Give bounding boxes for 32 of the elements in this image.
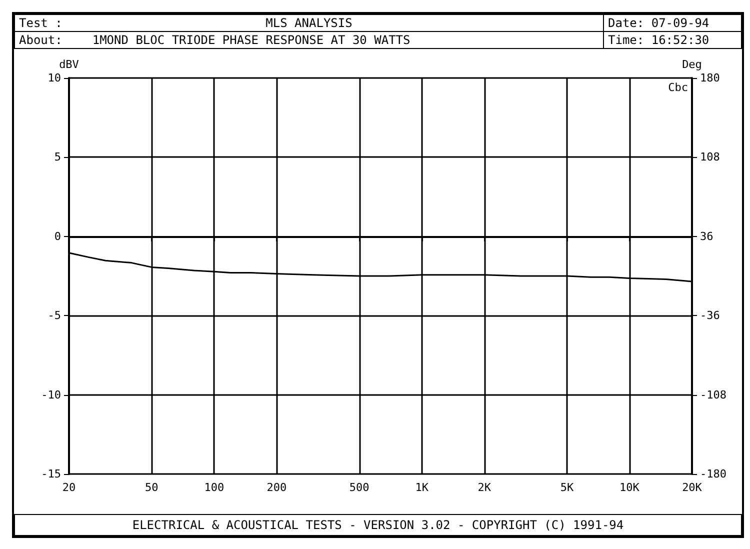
x-tick-label: 10K bbox=[620, 481, 640, 494]
x-tick-label: 500 bbox=[349, 481, 370, 494]
x-tick-label: 5K bbox=[560, 481, 574, 494]
y2-tick-label: -180 bbox=[700, 468, 726, 480]
y-tick-label: 0 bbox=[54, 230, 61, 243]
x-tick-label: 100 bbox=[204, 481, 224, 494]
x-tick-label: 2K bbox=[478, 481, 492, 494]
y-axis-title: dBV bbox=[59, 58, 80, 71]
x-tick-label: 20 bbox=[62, 481, 76, 494]
y2-axis-title: Deg bbox=[682, 58, 702, 71]
y-tick-label: 10 bbox=[48, 72, 61, 84]
y2-tick-label: -36 bbox=[700, 309, 720, 322]
x-tick-label: 1K bbox=[415, 481, 429, 494]
text: About: bbox=[19, 33, 62, 47]
chart-title: MLS ANALYSIS bbox=[266, 16, 352, 30]
y-tick-label: -10 bbox=[41, 388, 61, 402]
annotation: Cbc bbox=[668, 81, 688, 94]
y-tick-label: 5 bbox=[54, 150, 61, 164]
y-tick-label: -5 bbox=[48, 309, 61, 322]
y2-tick-label: -108 bbox=[700, 388, 726, 402]
text: Test : bbox=[19, 16, 62, 30]
x-tick-label: 200 bbox=[266, 481, 287, 494]
text: Time: 16:52:30 bbox=[603, 31, 742, 49]
x-tick-label: 20K bbox=[682, 481, 702, 494]
y2-tick-label: 180 bbox=[700, 72, 720, 84]
y-tick-label: -15 bbox=[41, 468, 61, 480]
x-tick-label: 50 bbox=[145, 481, 158, 494]
text: ELECTRICAL & ACOUSTICAL TESTS - VERSION 3.02 - COPYRIGHT (C) 1991-94 bbox=[14, 514, 742, 536]
chart-subtitle: 1MOND BLOC TRIODE PHASE RESPONSE AT 30 WATTS bbox=[92, 33, 410, 47]
y2-tick-label: 36 bbox=[700, 230, 714, 243]
y2-tick-label: 108 bbox=[700, 150, 720, 164]
text: Date: 07-09-94 bbox=[603, 14, 742, 32]
